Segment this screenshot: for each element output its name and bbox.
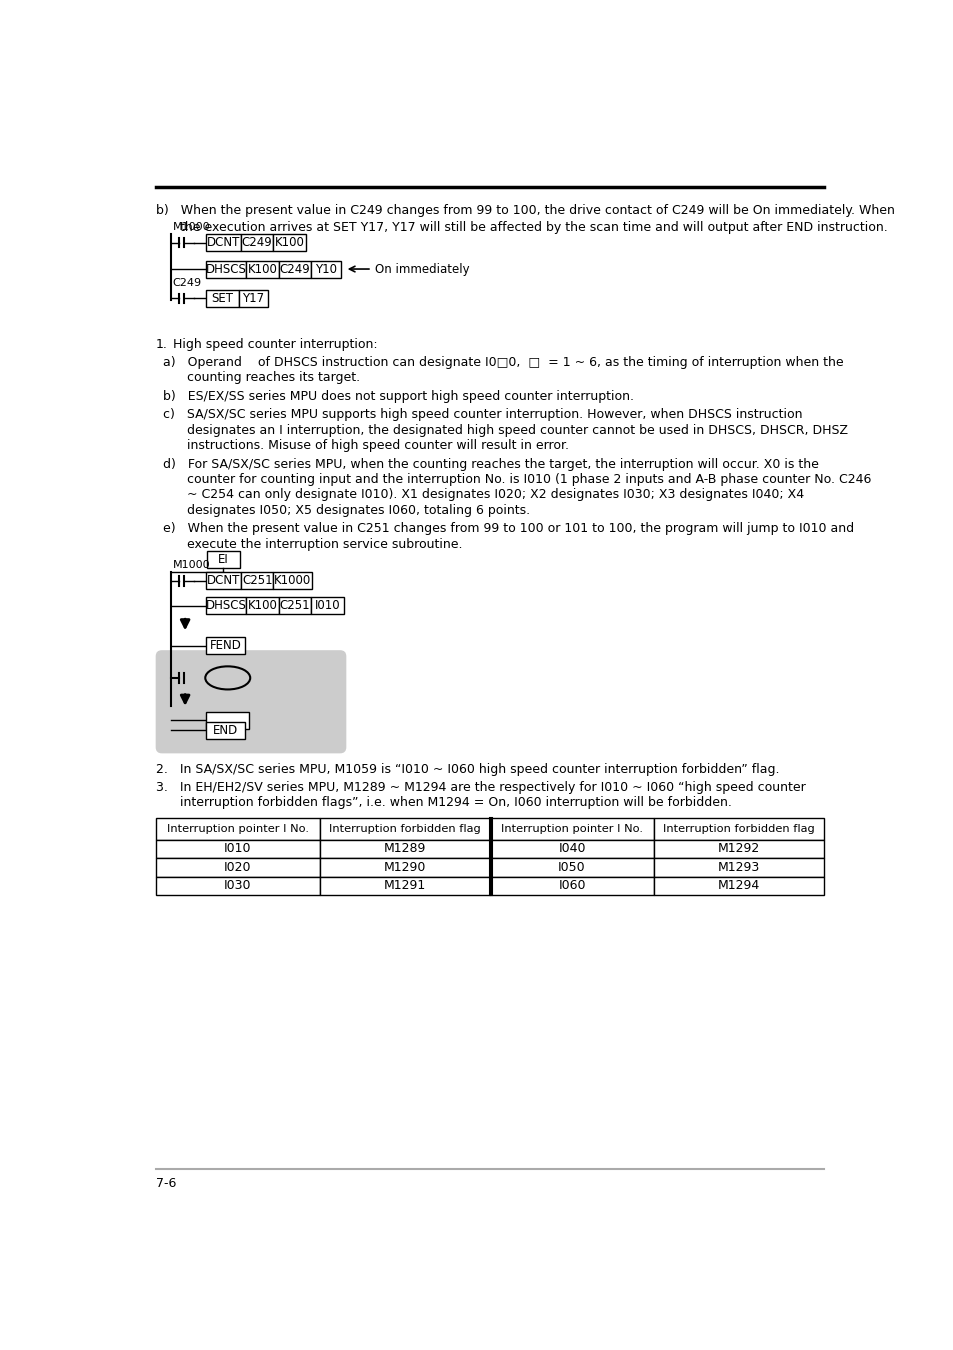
- Text: K100: K100: [248, 262, 277, 275]
- Text: counter for counting input and the interruption No. is I010 (1 phase 2 inputs an: counter for counting input and the inter…: [163, 472, 871, 486]
- Bar: [319, 818, 490, 840]
- Text: I060: I060: [558, 879, 585, 892]
- Text: 2.   In SA/SX/SC series MPU, M1059 is “I010 ~ I060 high speed counter interrupti: 2. In SA/SX/SC series MPU, M1059 is “I01…: [155, 763, 779, 776]
- Text: High speed counter interruption:: High speed counter interruption:: [172, 338, 377, 351]
- Text: I010: I010: [224, 842, 251, 856]
- Bar: [206, 597, 246, 614]
- Bar: [319, 876, 490, 895]
- Text: designates an I interruption, the designated high speed counter cannot be used i: designates an I interruption, the design…: [163, 424, 847, 437]
- Text: counting reaches its target.: counting reaches its target.: [163, 371, 360, 385]
- Text: K100: K100: [248, 599, 277, 612]
- Text: M1000: M1000: [172, 221, 210, 232]
- Text: M1291: M1291: [383, 879, 425, 892]
- Bar: [278, 597, 311, 614]
- Text: Interruption forbidden flag: Interruption forbidden flag: [329, 824, 480, 834]
- Bar: [155, 859, 319, 876]
- Text: END: END: [213, 724, 238, 737]
- Text: C249: C249: [241, 236, 273, 250]
- Text: C249: C249: [172, 278, 202, 288]
- Text: M1294: M1294: [718, 879, 760, 892]
- Text: Interruption pointer I No.: Interruption pointer I No.: [167, 824, 308, 834]
- Text: 1.: 1.: [155, 338, 168, 351]
- Text: K1000: K1000: [274, 574, 311, 587]
- Bar: [241, 572, 274, 590]
- Bar: [246, 261, 278, 278]
- Bar: [206, 637, 245, 653]
- Text: DHSCS: DHSCS: [206, 262, 247, 275]
- Text: I030: I030: [224, 879, 251, 892]
- Bar: [207, 551, 239, 568]
- Text: C251: C251: [279, 599, 310, 612]
- Bar: [155, 840, 319, 859]
- Bar: [490, 876, 653, 895]
- Text: execute the interruption service subroutine.: execute the interruption service subrout…: [163, 537, 462, 551]
- Text: designates I050; X5 designates I060, totaling 6 points.: designates I050; X5 designates I060, tot…: [163, 504, 530, 517]
- Text: Interruption forbidden flag: Interruption forbidden flag: [662, 824, 814, 834]
- Text: M1289: M1289: [383, 842, 426, 856]
- Text: K100: K100: [274, 236, 304, 250]
- Text: Interruption pointer I No.: Interruption pointer I No.: [500, 824, 642, 834]
- Bar: [653, 859, 823, 876]
- Text: M1293: M1293: [718, 861, 760, 873]
- Text: I050: I050: [558, 861, 585, 873]
- Text: e)   When the present value in C251 changes from 99 to 100 or 101 to 100, the pr: e) When the present value in C251 change…: [163, 522, 854, 536]
- Text: SET: SET: [212, 292, 233, 305]
- Text: b)   ES/EX/SS series MPU does not support high speed counter interruption.: b) ES/EX/SS series MPU does not support …: [163, 390, 634, 402]
- Bar: [311, 261, 340, 278]
- Bar: [246, 597, 278, 614]
- Text: 7-6: 7-6: [155, 1177, 176, 1189]
- Text: FEND: FEND: [210, 639, 241, 652]
- Text: Y10: Y10: [314, 262, 336, 275]
- Bar: [653, 876, 823, 895]
- Bar: [155, 876, 319, 895]
- Bar: [274, 572, 312, 590]
- Text: On immediately: On immediately: [375, 262, 469, 275]
- Text: a)   Operand    of DHSCS instruction can designate I0□0,  □  = 1 ~ 6, as the tim: a) Operand of DHSCS instruction can desi…: [163, 356, 843, 369]
- Text: 3.   In EH/EH2/SV series MPU, M1289 ~ M1294 are the respectively for I010 ~ I060: 3. In EH/EH2/SV series MPU, M1289 ~ M129…: [155, 782, 804, 794]
- Text: DCNT: DCNT: [207, 574, 240, 587]
- Text: instructions. Misuse of high speed counter will result in error.: instructions. Misuse of high speed count…: [163, 439, 569, 452]
- Bar: [490, 840, 653, 859]
- Text: ~ C254 can only designate I010). X1 designates I020; X2 designates I030; X3 desi: ~ C254 can only designate I010). X1 desi…: [163, 489, 803, 501]
- Bar: [155, 818, 319, 840]
- Bar: [278, 261, 311, 278]
- Bar: [206, 572, 241, 590]
- Bar: [206, 290, 238, 306]
- Bar: [206, 711, 249, 729]
- Bar: [311, 597, 344, 614]
- Ellipse shape: [205, 667, 250, 690]
- Text: M1290: M1290: [383, 861, 426, 873]
- Text: M1000: M1000: [172, 560, 210, 570]
- Bar: [319, 859, 490, 876]
- Text: Y17: Y17: [242, 292, 264, 305]
- Bar: [274, 235, 306, 251]
- Bar: [653, 818, 823, 840]
- Text: DCNT: DCNT: [207, 236, 240, 250]
- Text: the execution arrives at SET Y17, Y17 will still be affected by the scan time an: the execution arrives at SET Y17, Y17 wi…: [155, 221, 886, 235]
- Bar: [206, 722, 245, 738]
- Bar: [206, 261, 246, 278]
- Text: I040: I040: [558, 842, 585, 856]
- Bar: [241, 235, 274, 251]
- Text: I020: I020: [224, 861, 251, 873]
- Text: DHSCS: DHSCS: [206, 599, 247, 612]
- Bar: [319, 840, 490, 859]
- FancyBboxPatch shape: [155, 651, 346, 753]
- Bar: [490, 859, 653, 876]
- Bar: [490, 818, 653, 840]
- Bar: [653, 840, 823, 859]
- Text: C251: C251: [242, 574, 273, 587]
- Bar: [238, 290, 268, 306]
- Text: b)   When the present value in C249 changes from 99 to 100, the drive contact of: b) When the present value in C249 change…: [155, 204, 894, 217]
- Text: M1292: M1292: [718, 842, 760, 856]
- Text: c)   SA/SX/SC series MPU supports high speed counter interruption. However, when: c) SA/SX/SC series MPU supports high spe…: [163, 409, 802, 421]
- Text: C249: C249: [279, 262, 311, 275]
- Text: EI: EI: [218, 552, 229, 566]
- Text: I010: I010: [314, 599, 340, 612]
- Text: interruption forbidden flags”, i.e. when M1294 = On, I060 interruption will be f: interruption forbidden flags”, i.e. when…: [155, 796, 731, 810]
- Bar: [206, 235, 241, 251]
- Text: d)   For SA/SX/SC series MPU, when the counting reaches the target, the interrup: d) For SA/SX/SC series MPU, when the cou…: [163, 458, 819, 471]
